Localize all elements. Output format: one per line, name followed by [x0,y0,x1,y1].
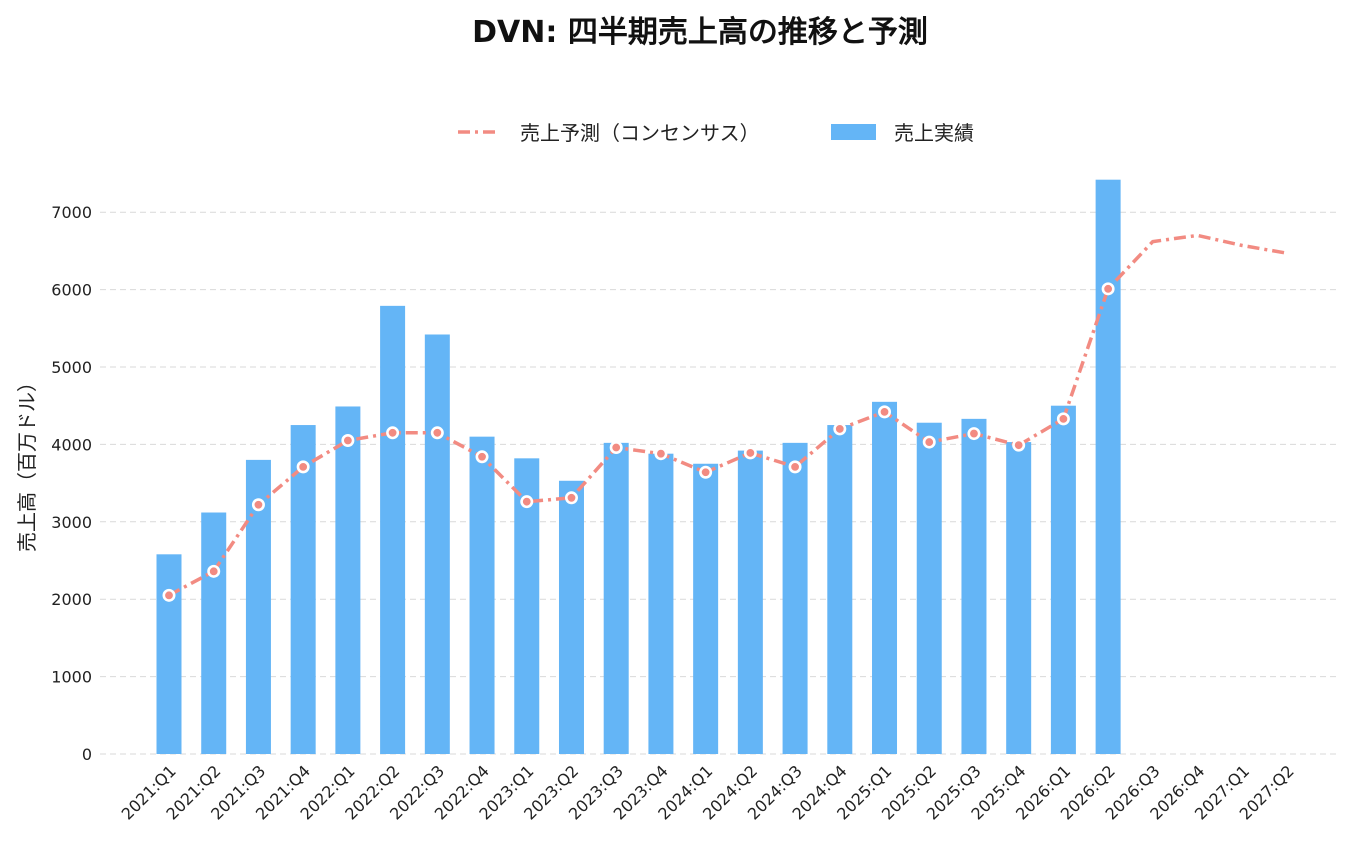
forecast-point [833,422,847,436]
forecast-point [699,465,713,479]
forecast-point [296,460,310,474]
forecast-point [1012,438,1026,452]
bar [380,305,406,754]
forecast-point [1056,412,1070,426]
forecast-point [251,498,265,512]
bar [916,422,942,754]
forecast-point [878,405,892,419]
bar [827,425,853,754]
chart-title: DVN: 四半期売上高の推移と予測 [472,15,928,50]
y-tick-label: 2000 [51,590,92,609]
y-axis-ticks: 0 1000 2000 3000 4000 5000 6000 7000 [51,203,92,764]
bar [424,334,450,754]
bar [872,401,898,754]
bar [737,450,763,754]
forecast-point [207,564,221,578]
y-tick-label: 7000 [51,203,92,222]
bar [201,512,227,754]
forecast-point [922,435,936,449]
bar [290,425,316,754]
forecast-point [162,588,176,602]
forecast-point [967,427,981,441]
bar [693,463,719,754]
y-tick-label: 0 [82,745,92,764]
line-series [162,233,1288,602]
y-tick-label: 6000 [51,281,92,300]
forecast-line [168,233,1288,597]
forecast-point [1101,282,1115,296]
y-tick-label: 1000 [51,668,92,687]
forecast-point [430,426,444,440]
bar [603,442,629,754]
bar [961,418,987,754]
bar [558,480,584,754]
forecast-point [609,440,623,454]
legend: 売上予測（コンセンサス） 売上実績 [458,121,974,145]
grid-layer [100,211,1340,755]
forecast-point [743,446,757,460]
bar [1006,442,1032,754]
forecast-point [654,447,668,461]
bar [156,554,182,754]
bar [1095,179,1121,754]
forecast-point [386,426,400,440]
forecast-point [564,491,578,505]
legend-actual-label: 売上実績 [894,121,974,145]
forecast-point [520,495,534,509]
bar [782,442,808,754]
forecast-point [788,460,802,474]
bar [469,436,495,754]
y-axis-label: 売上高（百万ドル） [15,372,39,552]
bar [335,406,361,754]
y-tick-label: 4000 [51,435,92,454]
forecast-point [341,434,355,448]
legend-forecast-label: 売上予測（コンセンサス） [520,121,760,145]
forecast-point [475,450,489,464]
y-tick-label: 5000 [51,358,92,377]
bar [648,453,674,754]
x-axis-ticks: 2021:Q12021:Q22021:Q32021:Q42022:Q12022:… [118,761,1298,823]
bar-series [156,179,1121,754]
y-tick-label: 3000 [51,513,92,532]
legend-actual-bar-icon [831,124,876,140]
bar [1050,405,1076,754]
